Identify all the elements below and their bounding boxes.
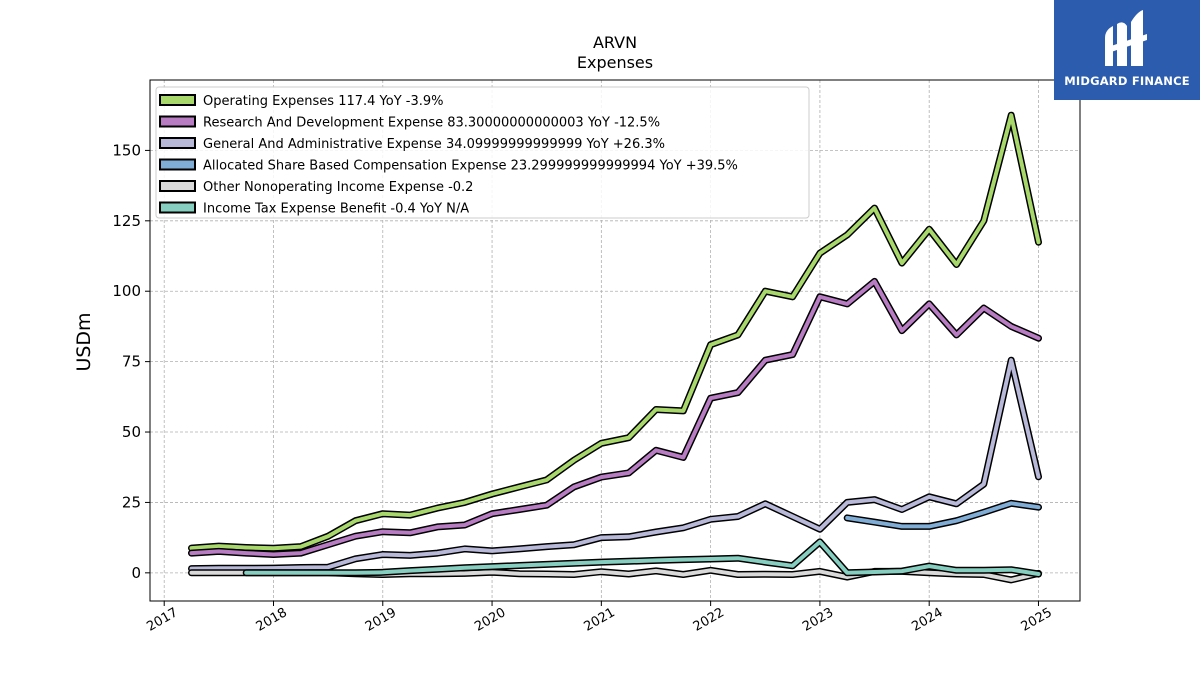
chart-legend: Operating Expenses 117.4 YoY -3.9% Resear… bbox=[155, 86, 810, 219]
y-tick-label: 25 bbox=[122, 493, 141, 511]
y-tick-label: 50 bbox=[122, 423, 141, 441]
series-line-stroke bbox=[189, 279, 1041, 557]
legend-entry: Other Nonoperating Income Expense -0.2 bbox=[203, 180, 473, 195]
series-line-stroke bbox=[244, 539, 1041, 576]
legend-box bbox=[155, 86, 810, 219]
y-tick-label: 75 bbox=[122, 353, 141, 371]
x-tick-label: 2017 bbox=[144, 605, 180, 635]
series-line bbox=[188, 111, 1042, 552]
legend-entry: General And Administrative Expense 34.09… bbox=[203, 137, 665, 152]
x-tick-label: 2020 bbox=[472, 605, 508, 635]
x-tick-label: 2023 bbox=[800, 605, 836, 635]
y-axis-label: USDm bbox=[73, 312, 95, 371]
x-tick-label: 2024 bbox=[909, 605, 945, 635]
series-line-stroke bbox=[189, 113, 1041, 551]
legend-swatch bbox=[159, 115, 196, 128]
legend-entry: Research And Development Expense 83.3000… bbox=[203, 116, 660, 131]
series-line bbox=[188, 356, 1042, 573]
chart-series bbox=[188, 111, 1042, 584]
plot-frame bbox=[149, 79, 1081, 602]
legend-swatch bbox=[159, 158, 196, 171]
series-line bbox=[242, 538, 1042, 578]
legend-swatch bbox=[159, 94, 196, 106]
brand-name: MIDGARD FINANCE bbox=[1064, 74, 1190, 88]
brand-logo: MIDGARD FINANCE bbox=[1054, 0, 1200, 100]
series-line-stroke bbox=[189, 358, 1041, 571]
x-tick-label: 2021 bbox=[582, 605, 618, 635]
y-tick-label: 125 bbox=[112, 212, 141, 230]
legend-swatch bbox=[159, 180, 196, 192]
series-line-stroke bbox=[845, 501, 1041, 529]
legend-entry: Allocated Share Based Compensation Expen… bbox=[203, 159, 738, 174]
x-tick-label: 2019 bbox=[363, 605, 399, 635]
legend-entry: Operating Expenses 117.4 YoY -3.9% bbox=[203, 94, 444, 109]
legend-swatch bbox=[159, 201, 196, 214]
x-tick-label: 2022 bbox=[691, 605, 727, 635]
midgard-logo-icon bbox=[1105, 10, 1147, 66]
y-tick-label: 0 bbox=[131, 564, 141, 582]
y-tick-label: 100 bbox=[112, 282, 141, 300]
series-line bbox=[843, 499, 1042, 530]
legend-swatch bbox=[159, 137, 196, 149]
chart-subtitle: Expenses bbox=[577, 53, 653, 72]
chart-title: ARVN bbox=[593, 33, 637, 52]
x-tick-label: 2018 bbox=[254, 605, 290, 635]
legend-entry: Income Tax Expense Benefit -0.4 YoY N/A bbox=[203, 202, 469, 217]
x-tick-label: 2025 bbox=[1019, 605, 1055, 635]
series-line bbox=[188, 277, 1042, 558]
y-tick-label: 150 bbox=[112, 141, 141, 159]
